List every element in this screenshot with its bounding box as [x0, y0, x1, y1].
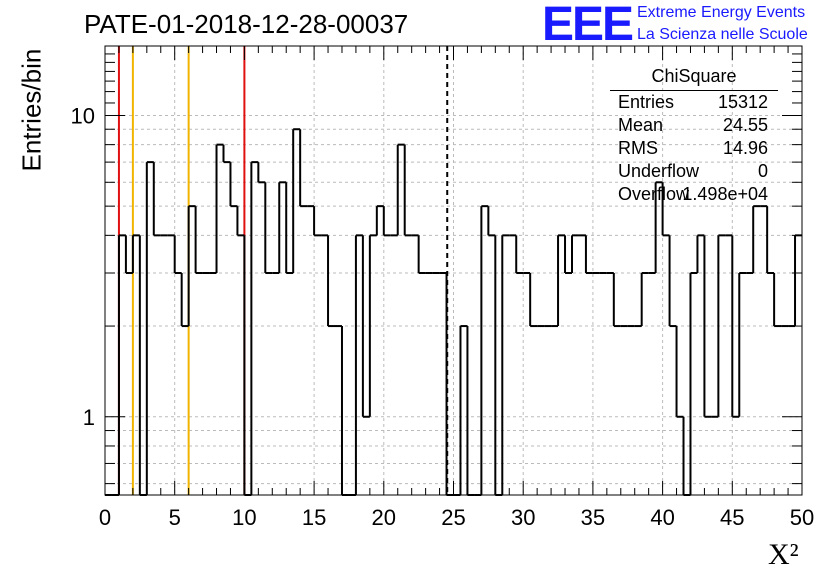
- stats-row: Entries 15312: [618, 92, 768, 114]
- x-tick-label: 35: [581, 505, 605, 530]
- stats-value: 15312: [717, 92, 768, 112]
- x-tick-label: 40: [650, 505, 674, 530]
- run-title: PATE-01-2018-12-28-00037: [84, 9, 409, 39]
- x-tick-label: 15: [302, 505, 326, 530]
- x-tick-label: 5: [169, 505, 181, 530]
- x-tick-label: 25: [441, 505, 465, 530]
- stats-row: Overflow 1.498e+04: [618, 184, 768, 206]
- x-tick-label: 20: [372, 505, 396, 530]
- stats-row: RMS 14.96: [618, 138, 768, 160]
- stats-row: Mean 24.55: [618, 115, 768, 137]
- y-tick-label: 10: [71, 103, 95, 128]
- reference-lines: [117, 46, 449, 495]
- stats-value: 1.498e+04: [682, 184, 768, 204]
- x-axis-label: X²: [768, 538, 799, 571]
- x-tick-label: 10: [232, 505, 256, 530]
- stats-key: Entries: [618, 92, 675, 112]
- eee-logo: EEE: [542, 0, 634, 51]
- x-tick-label: 30: [511, 505, 535, 530]
- stats-value: 14.96: [722, 138, 768, 158]
- stats-row: Underflow 0: [618, 161, 768, 183]
- x-tick-label: 45: [720, 505, 744, 530]
- stats-key: RMS: [618, 138, 658, 158]
- axes: 0 5 10 15 20 25 30 35 40 45 50 1 10: [71, 45, 814, 530]
- stats-key: Underflow: [618, 161, 700, 181]
- y-axis-label: Entries/bin: [16, 48, 47, 172]
- stats-value: 24.55: [722, 115, 768, 135]
- x-tick-label: 0: [99, 505, 111, 530]
- stats-value: 0: [757, 161, 768, 181]
- logo-subtitle-1: Extreme Energy Events: [637, 4, 806, 21]
- logo-subtitle-2: La Scienza nelle Scuole: [637, 26, 808, 43]
- stats-key: Mean: [618, 115, 664, 135]
- stats-divider: [610, 90, 778, 91]
- x-tick-label: 50: [790, 505, 814, 530]
- stats-title: ChiSquare: [651, 66, 737, 86]
- stats-key: Overflow: [618, 184, 690, 204]
- y-tick-label: 1: [83, 405, 95, 430]
- stats-box: ChiSquare Entries 15312 Mean 24.55 RMS 1…: [610, 66, 778, 206]
